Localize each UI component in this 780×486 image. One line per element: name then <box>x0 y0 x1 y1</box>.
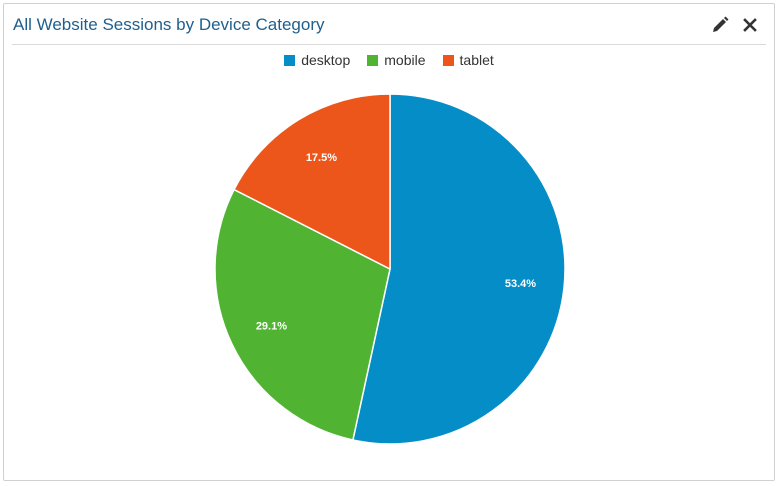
close-icon <box>743 18 757 32</box>
data-label-mobile: 29.1% <box>256 320 287 332</box>
widget-title: All Website Sessions by Device Category <box>13 15 325 34</box>
legend-swatch <box>284 54 296 66</box>
legend-label: tablet <box>459 52 494 68</box>
pie-slice-tablet[interactable] <box>233 93 391 270</box>
data-label-desktop: 53.4% <box>505 278 536 290</box>
widget-header: All Website Sessions by Device Category <box>12 4 766 45</box>
legend-item-tablet[interactable]: tablet <box>442 52 494 68</box>
pie-slice-mobile[interactable] <box>214 188 391 441</box>
edit-button[interactable] <box>710 15 730 35</box>
chart-legend: desktop mobile tablet <box>4 52 774 68</box>
legend-label: mobile <box>384 52 426 68</box>
legend-swatch <box>442 54 454 66</box>
legend-label: desktop <box>301 52 351 68</box>
pie-chart: 53.4% 29.1% 17.5% <box>214 93 566 445</box>
dashboard-widget: All Website Sessions by Device Category … <box>3 3 775 481</box>
close-button[interactable] <box>740 15 760 35</box>
data-label-tablet: 17.5% <box>306 152 337 164</box>
pencil-icon <box>713 16 729 32</box>
pie-slice-desktop[interactable] <box>352 93 566 445</box>
legend-item-mobile[interactable]: mobile <box>367 52 426 68</box>
legend-swatch <box>367 54 379 66</box>
legend-item-desktop[interactable]: desktop <box>284 52 350 68</box>
